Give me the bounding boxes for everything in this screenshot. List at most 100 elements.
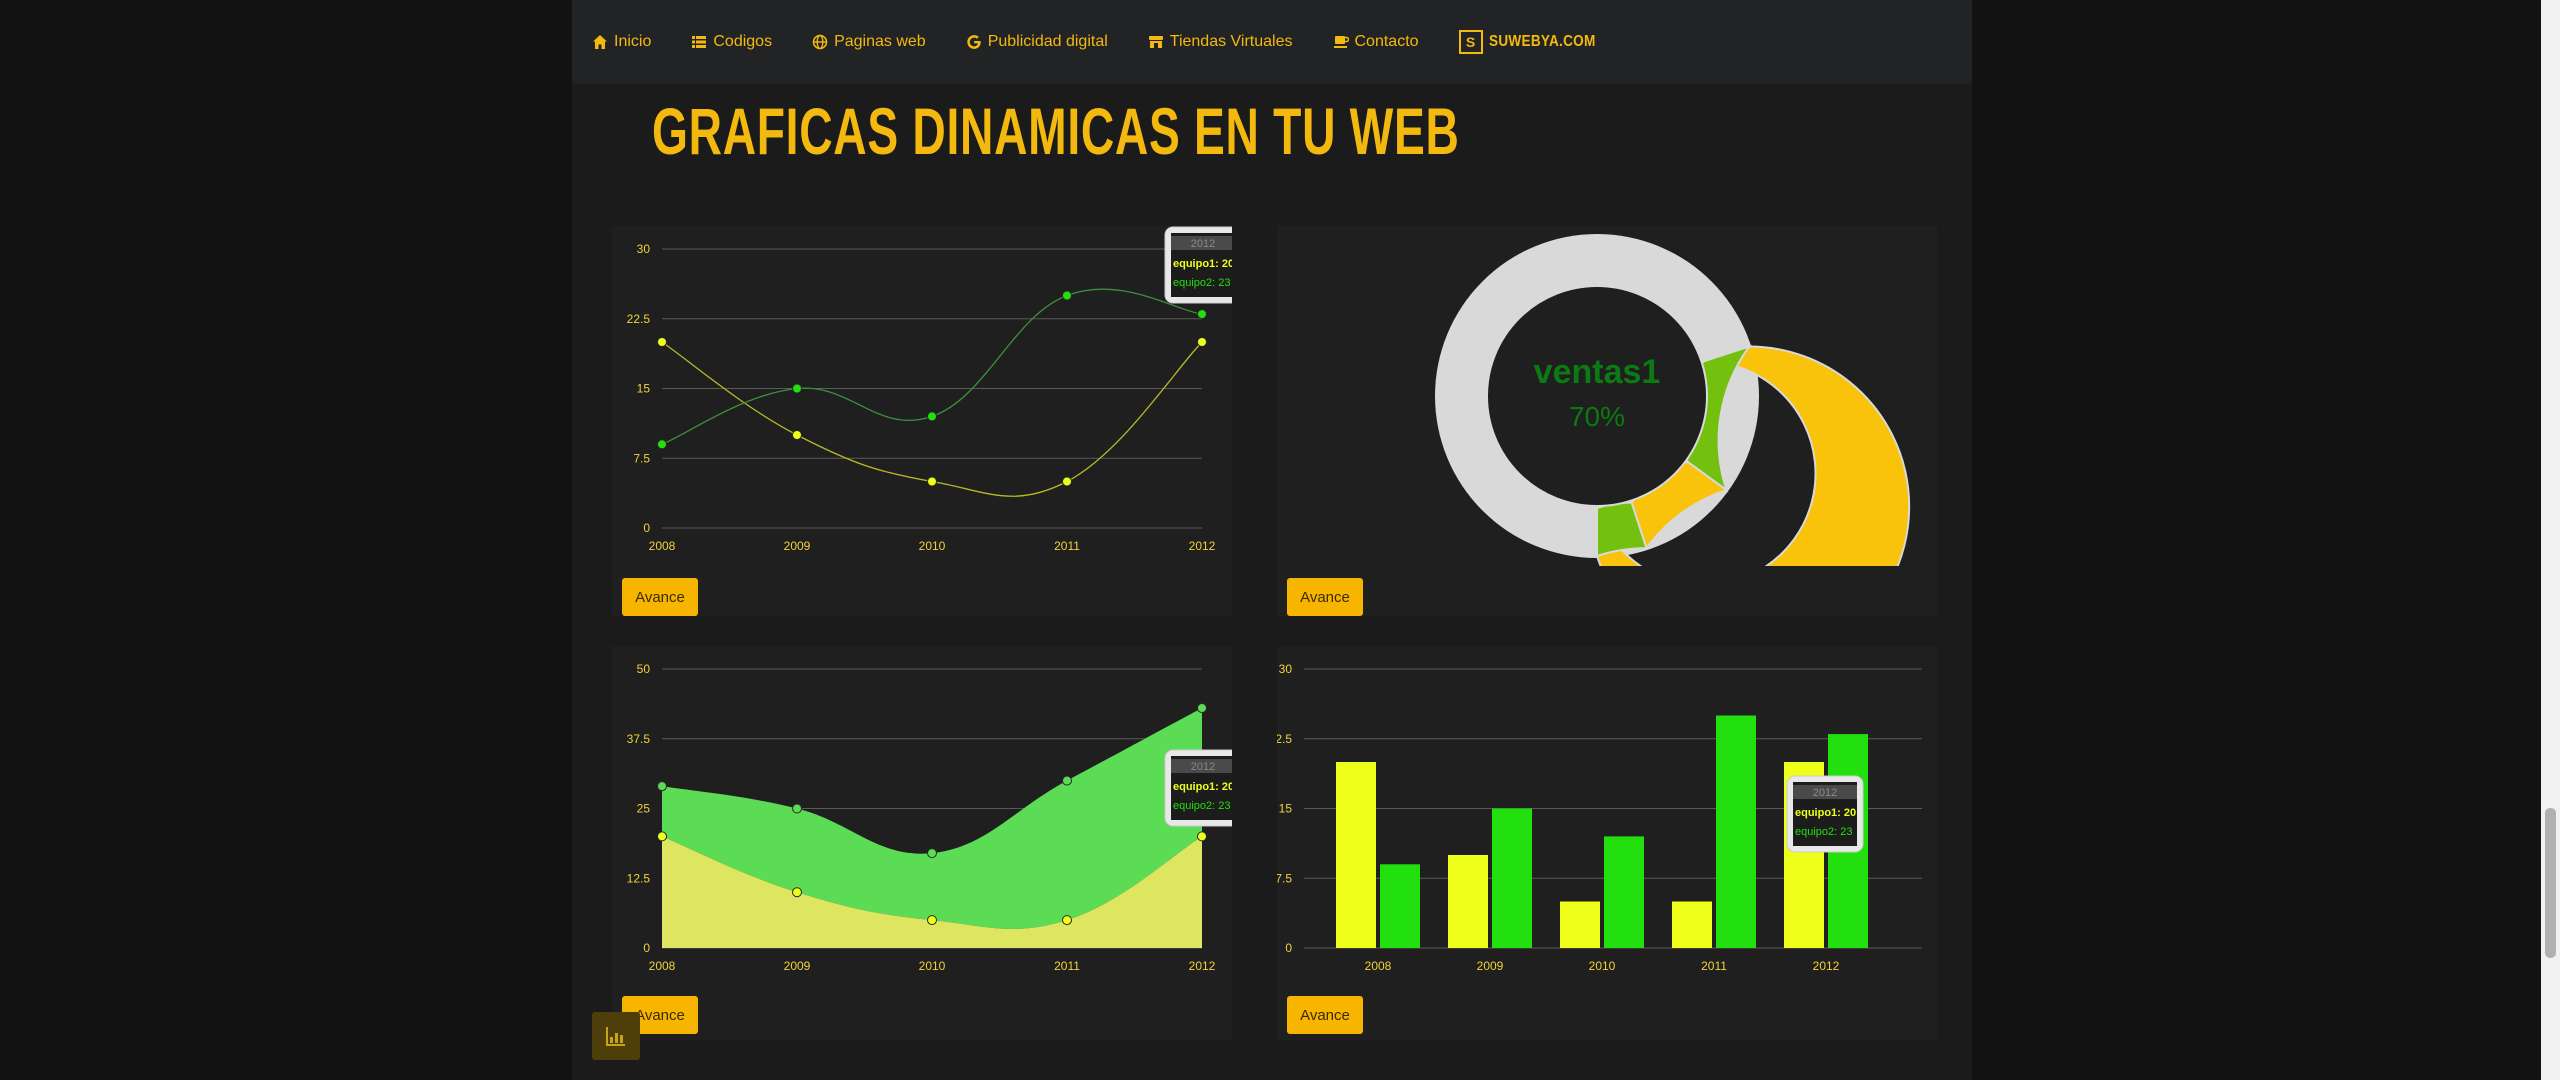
y-tick-label: 25 — [637, 802, 651, 816]
data-point-equipo1 — [792, 430, 802, 440]
data-point-equipo2 — [927, 848, 937, 859]
y-tick-label: 30 — [1279, 662, 1293, 676]
chart-icon-button[interactable] — [592, 1012, 640, 1060]
data-point-equipo1 — [1197, 831, 1207, 842]
bar-equipo1 — [1560, 901, 1600, 948]
tooltip-header — [1793, 785, 1857, 799]
data-point-equipo1 — [927, 915, 937, 926]
area-chart: 0 12.5 25 37.5 50 2008 2009 2010 2011 2012 2012 equ… — [627, 662, 1232, 973]
data-point-equipo2 — [1197, 703, 1207, 714]
y-tick-label: 12.5 — [627, 871, 651, 885]
nav-item-tiendas-virtuales[interactable]: Tiendas Virtuales — [1148, 33, 1293, 51]
brand-link[interactable]: S SUWEBYA.COM — [1458, 30, 1614, 54]
scrollbar-thumb[interactable] — [2545, 808, 2556, 958]
data-point-equipo1 — [1197, 337, 1207, 347]
donut-chart: ventas1 70% — [1435, 234, 1911, 566]
donut-hole — [1486, 285, 1708, 507]
nav-item-paginas-web[interactable]: Paginas web — [812, 33, 926, 51]
bar-chart-icon — [606, 1027, 625, 1046]
x-tick-label: 2008 — [649, 539, 676, 553]
avance-button[interactable]: Avance — [622, 578, 698, 616]
data-point-equipo2 — [657, 781, 667, 792]
tooltip-title: 2012 — [1191, 238, 1215, 250]
tooltip-title: 2012 — [1813, 787, 1837, 799]
x-tick-label: 2010 — [919, 959, 946, 973]
y-tick-label: 15 — [1279, 802, 1293, 816]
data-point-equipo2 — [792, 383, 802, 394]
data-point-equipo1 — [1062, 476, 1072, 487]
data-point-equipo1 — [792, 887, 802, 898]
x-tick-label: 2009 — [1477, 959, 1504, 973]
nav-label: Inicio — [614, 33, 652, 50]
bar-equipo2 — [1380, 864, 1420, 948]
data-point-equipo2 — [792, 803, 802, 814]
nav-item-codigos[interactable]: Codigos — [691, 33, 772, 51]
nav-label: Paginas web — [834, 33, 926, 50]
data-point-equipo2 — [1197, 309, 1207, 320]
home-icon — [593, 35, 607, 49]
line-chart: 0 7.5 15 22.5 30 2008 2009 2010 2011 2012 2012 equi… — [627, 226, 1232, 553]
avance-button[interactable]: Avance — [1287, 996, 1363, 1034]
donut-chart-panel: ventas1 70% Avance — [1277, 226, 1937, 616]
top-navbar: Inicio Codigos Paginas web Publicidad di… — [572, 0, 1972, 84]
y-tick-label: 7.5 — [1277, 871, 1292, 885]
page-title: GRAFICAS DINAMICAS EN TU WEB — [652, 94, 1460, 168]
tooltip: 2012 equipo1: 20 equipo2: 23 — [1164, 749, 1232, 827]
nav-item-inicio[interactable]: Inicio — [592, 33, 651, 51]
line-chart-panel: 0 7.5 15 22.5 30 2008 2009 2010 2011 2012 2012 equi… — [612, 226, 1232, 616]
area-chart-panel: 0 12.5 25 37.5 50 2008 2009 2010 2011 2012 2012 equ… — [612, 646, 1232, 1040]
page-container: Inicio Codigos Paginas web Publicidad di… — [572, 0, 1972, 1080]
bar-equipo1 — [1336, 762, 1376, 948]
coffee-icon — [1333, 36, 1349, 48]
tooltip-title: 2012 — [1191, 761, 1215, 773]
x-tick-label: 2012 — [1189, 539, 1216, 553]
avance-button[interactable]: Avance — [1287, 578, 1363, 616]
x-tick-label: 2008 — [649, 959, 676, 973]
nav-item-contacto[interactable]: Contacto — [1333, 33, 1419, 51]
tooltip-header — [1171, 759, 1232, 773]
y-tick-label: 50 — [637, 662, 651, 676]
area-series-equipo2 — [662, 708, 1202, 929]
x-tick-label: 2008 — [1365, 959, 1392, 973]
x-tick-label: 2010 — [1589, 959, 1616, 973]
bar-equipo2 — [1716, 715, 1756, 948]
y-tick-label: 0 — [643, 521, 650, 535]
tooltip-header — [1171, 236, 1232, 250]
donut-center-label: ventas1 — [1534, 353, 1661, 391]
x-tick-label: 2011 — [1054, 539, 1080, 553]
data-point-equipo2 — [927, 411, 937, 422]
x-tick-label: 2012 — [1189, 959, 1216, 973]
tooltip-line: equipo2: 23 — [1173, 277, 1231, 289]
nav-item-publicidad-digital[interactable]: Publicidad digital — [966, 33, 1108, 51]
bar-chart: 0 7.5 15 22.5 30 2008 2009 2010 2011 2012 2012 equi… — [1277, 662, 1922, 973]
x-tick-label: 2011 — [1701, 959, 1727, 973]
tooltip: 2012 equipo1: 20 equipo2: 23 — [1164, 226, 1232, 304]
data-point-equipo1 — [927, 476, 937, 487]
tooltip-line: equipo1: 20 — [1173, 258, 1232, 270]
page-scrollbar[interactable] — [2541, 0, 2560, 1080]
tooltip-line: equipo1: 20 — [1795, 807, 1856, 819]
store-icon — [1148, 36, 1163, 48]
tooltip-line: equipo2: 23 — [1173, 800, 1231, 812]
x-tick-label: 2009 — [784, 539, 811, 553]
y-tick-label: 22.5 — [627, 312, 651, 326]
bar-equipo1 — [1448, 855, 1488, 948]
x-tick-label: 2012 — [1813, 959, 1840, 973]
google-icon — [966, 35, 981, 49]
x-tick-label: 2010 — [919, 539, 946, 553]
data-point-equipo2 — [1062, 290, 1072, 301]
donut-slice — [1596, 345, 1911, 566]
y-tick-label: 15 — [637, 382, 651, 396]
nav-label: Publicidad digital — [987, 33, 1108, 50]
brand-logo: S — [1458, 30, 1483, 54]
bar-equipo1 — [1672, 901, 1712, 948]
x-tick-label: 2009 — [784, 959, 811, 973]
nav-label: Contacto — [1354, 33, 1419, 50]
data-point-equipo2 — [1062, 775, 1072, 786]
y-tick-label: 0 — [643, 941, 650, 955]
tooltip: 2012 equipo1: 20 equipo2: 23 — [1786, 775, 1864, 853]
data-point-equipo1 — [1062, 915, 1072, 926]
nav-label: Tiendas Virtuales — [1169, 33, 1293, 50]
bar-equipo2 — [1604, 836, 1644, 948]
y-tick-label: 30 — [637, 242, 651, 256]
